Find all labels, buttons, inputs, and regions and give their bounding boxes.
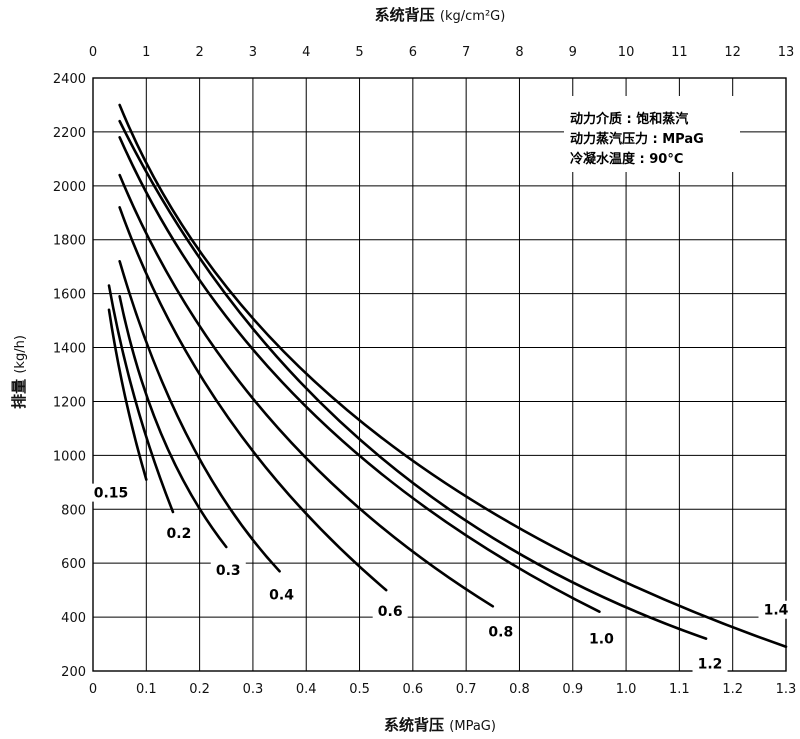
top-axis-title: 系统背压 (kg/cm²G) [375,6,506,24]
series-curve-1.2 [118,119,708,640]
top-tick-label: 1 [142,45,150,60]
x-tick-label: 0.6 [403,682,424,697]
series-label-bg [583,629,619,648]
y-tick-label: 1200 [53,395,86,410]
series-curve-0.15 [107,308,148,481]
y-tick-label: 600 [61,557,86,572]
y-tick-label: 1000 [53,449,86,464]
y-tick-label: 800 [61,503,86,518]
top-tick-label: 5 [355,45,363,60]
x-tick-label: 0.8 [509,682,530,697]
x-tick-label: 0.2 [189,682,210,697]
series-curve-1.4 [118,103,788,649]
y-tick-label: 400 [61,611,86,626]
series-label-bg [692,654,728,673]
plot-frame [92,77,787,672]
series-label-bg [161,523,197,542]
y-tick-label: 2400 [53,72,86,87]
series-curve-0.4 [118,259,281,573]
top-tick-label: 3 [249,45,257,60]
series-label-1.0: 1.0 [589,632,614,648]
series-curves [107,103,788,649]
top-tick-label: 12 [724,45,741,60]
top-tick-label: 8 [515,45,523,60]
y-tick-label: 2000 [53,180,86,195]
top-tick-label: 13 [778,45,795,60]
top-tick-label: 6 [409,45,417,60]
top-tick-label: 2 [195,45,203,60]
x-tick-label: 1.0 [616,682,637,697]
annotation-line-2: 动力蒸汽压力 : MPaG [570,131,704,147]
x-tick-label: 0.1 [136,682,157,697]
x-tick-label: 0 [89,682,97,697]
y-tick-label: 200 [61,665,86,680]
annotation-background [564,96,740,172]
top-tick-label: 10 [618,45,635,60]
x-tick-label: 0.5 [349,682,370,697]
series-label-0.3: 0.3 [216,563,241,579]
x-tick-label: 0.9 [562,682,583,697]
series-label-bg [483,622,519,641]
series-curve-1.0 [118,136,601,613]
series-label-0.2: 0.2 [167,526,192,542]
series-label-bg [86,483,131,502]
top-tick-label: 0 [89,45,97,60]
annotation-line-3: 冷凝水温度 : 90°C [570,151,683,167]
series-curve-0.8 [118,173,495,608]
y-tick-label: 2200 [53,126,86,141]
series-label-0.15: 0.15 [94,486,129,502]
legend-annotation: 动力介质 : 饱和蒸汽 动力蒸汽压力 : MPaG 冷凝水温度 : 90°C [564,96,740,172]
annotation-line-1: 动力介质 : 饱和蒸汽 [570,111,688,127]
series-labels: 0.15 0.2 0.3 0.4 0.6 0.8 1.0 1.2 1.4 [86,483,794,673]
y-axis-ticks: 200 400 600 800 1000 1200 1400 1600 1800 2000 2200… [53,72,86,680]
series-label-bg [758,600,794,619]
top-tick-label: 11 [671,45,688,60]
series-label-bg [372,602,408,621]
series-label-0.6: 0.6 [378,604,403,620]
series-curve-0.6 [118,206,388,592]
x-axis-title: 系统背压 (MPaG) [384,716,496,734]
y-tick-label: 1400 [53,342,86,357]
y-tick-label: 1800 [53,234,86,249]
series-label-1.2: 1.2 [698,657,723,673]
x-tick-label: 1.1 [669,682,690,697]
x-axis-ticks: 0 0.1 0.2 0.3 0.4 0.5 0.6 0.7 0.8 0.9 1.0 1.1 1.2 1.3 [89,682,796,697]
x-tick-label: 0.3 [243,682,264,697]
x-tick-label: 0.7 [456,682,477,697]
series-label-0.8: 0.8 [488,624,513,640]
top-tick-label: 4 [302,45,310,60]
x-tick-label: 0.4 [296,682,317,697]
grid [92,77,787,672]
x-tick-label: 1.3 [776,682,797,697]
series-curve-0.3 [118,295,228,549]
series-label-0.4: 0.4 [269,587,294,603]
y-tick-label: 1600 [53,288,86,303]
series-curve-0.2 [107,284,175,514]
top-axis-ticks: 0 1 2 3 4 5 6 7 8 9 10 11 12 13 [89,45,794,60]
x-tick-label: 1.2 [722,682,743,697]
top-tick-label: 9 [569,45,577,60]
series-label-bg [210,561,246,580]
top-tick-label: 7 [462,45,470,60]
series-label-1.4: 1.4 [764,603,789,619]
y-axis-title: 排量 (kg/h) [10,335,28,409]
series-label-bg [264,585,300,604]
